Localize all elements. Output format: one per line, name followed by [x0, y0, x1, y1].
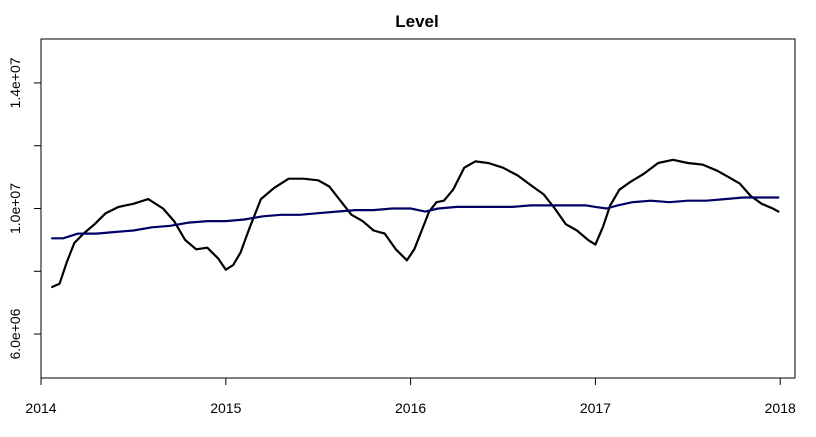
x-axis: 2014 2015 2016 2017 2018 [25, 377, 796, 416]
series-line-2 [50, 196, 780, 240]
plot-frame [40, 38, 796, 379]
x-tick-label: 2016 [395, 400, 426, 416]
y-tick-label: 1.0e+07 [7, 183, 23, 234]
chart-title: Level [395, 12, 438, 31]
x-tick-label: 2017 [580, 400, 611, 416]
y-axis: 6.0e+06 1.0e+07 1.4e+07 [7, 57, 42, 360]
x-tick-label: 2015 [210, 400, 241, 416]
series-layer [50, 158, 780, 289]
x-tick-label: 2014 [25, 400, 56, 416]
x-tick-label: 2018 [765, 400, 796, 416]
series-line-1 [50, 158, 780, 289]
y-tick-label: 1.4e+07 [7, 57, 23, 108]
y-tick-label: 6.0e+06 [7, 308, 23, 359]
